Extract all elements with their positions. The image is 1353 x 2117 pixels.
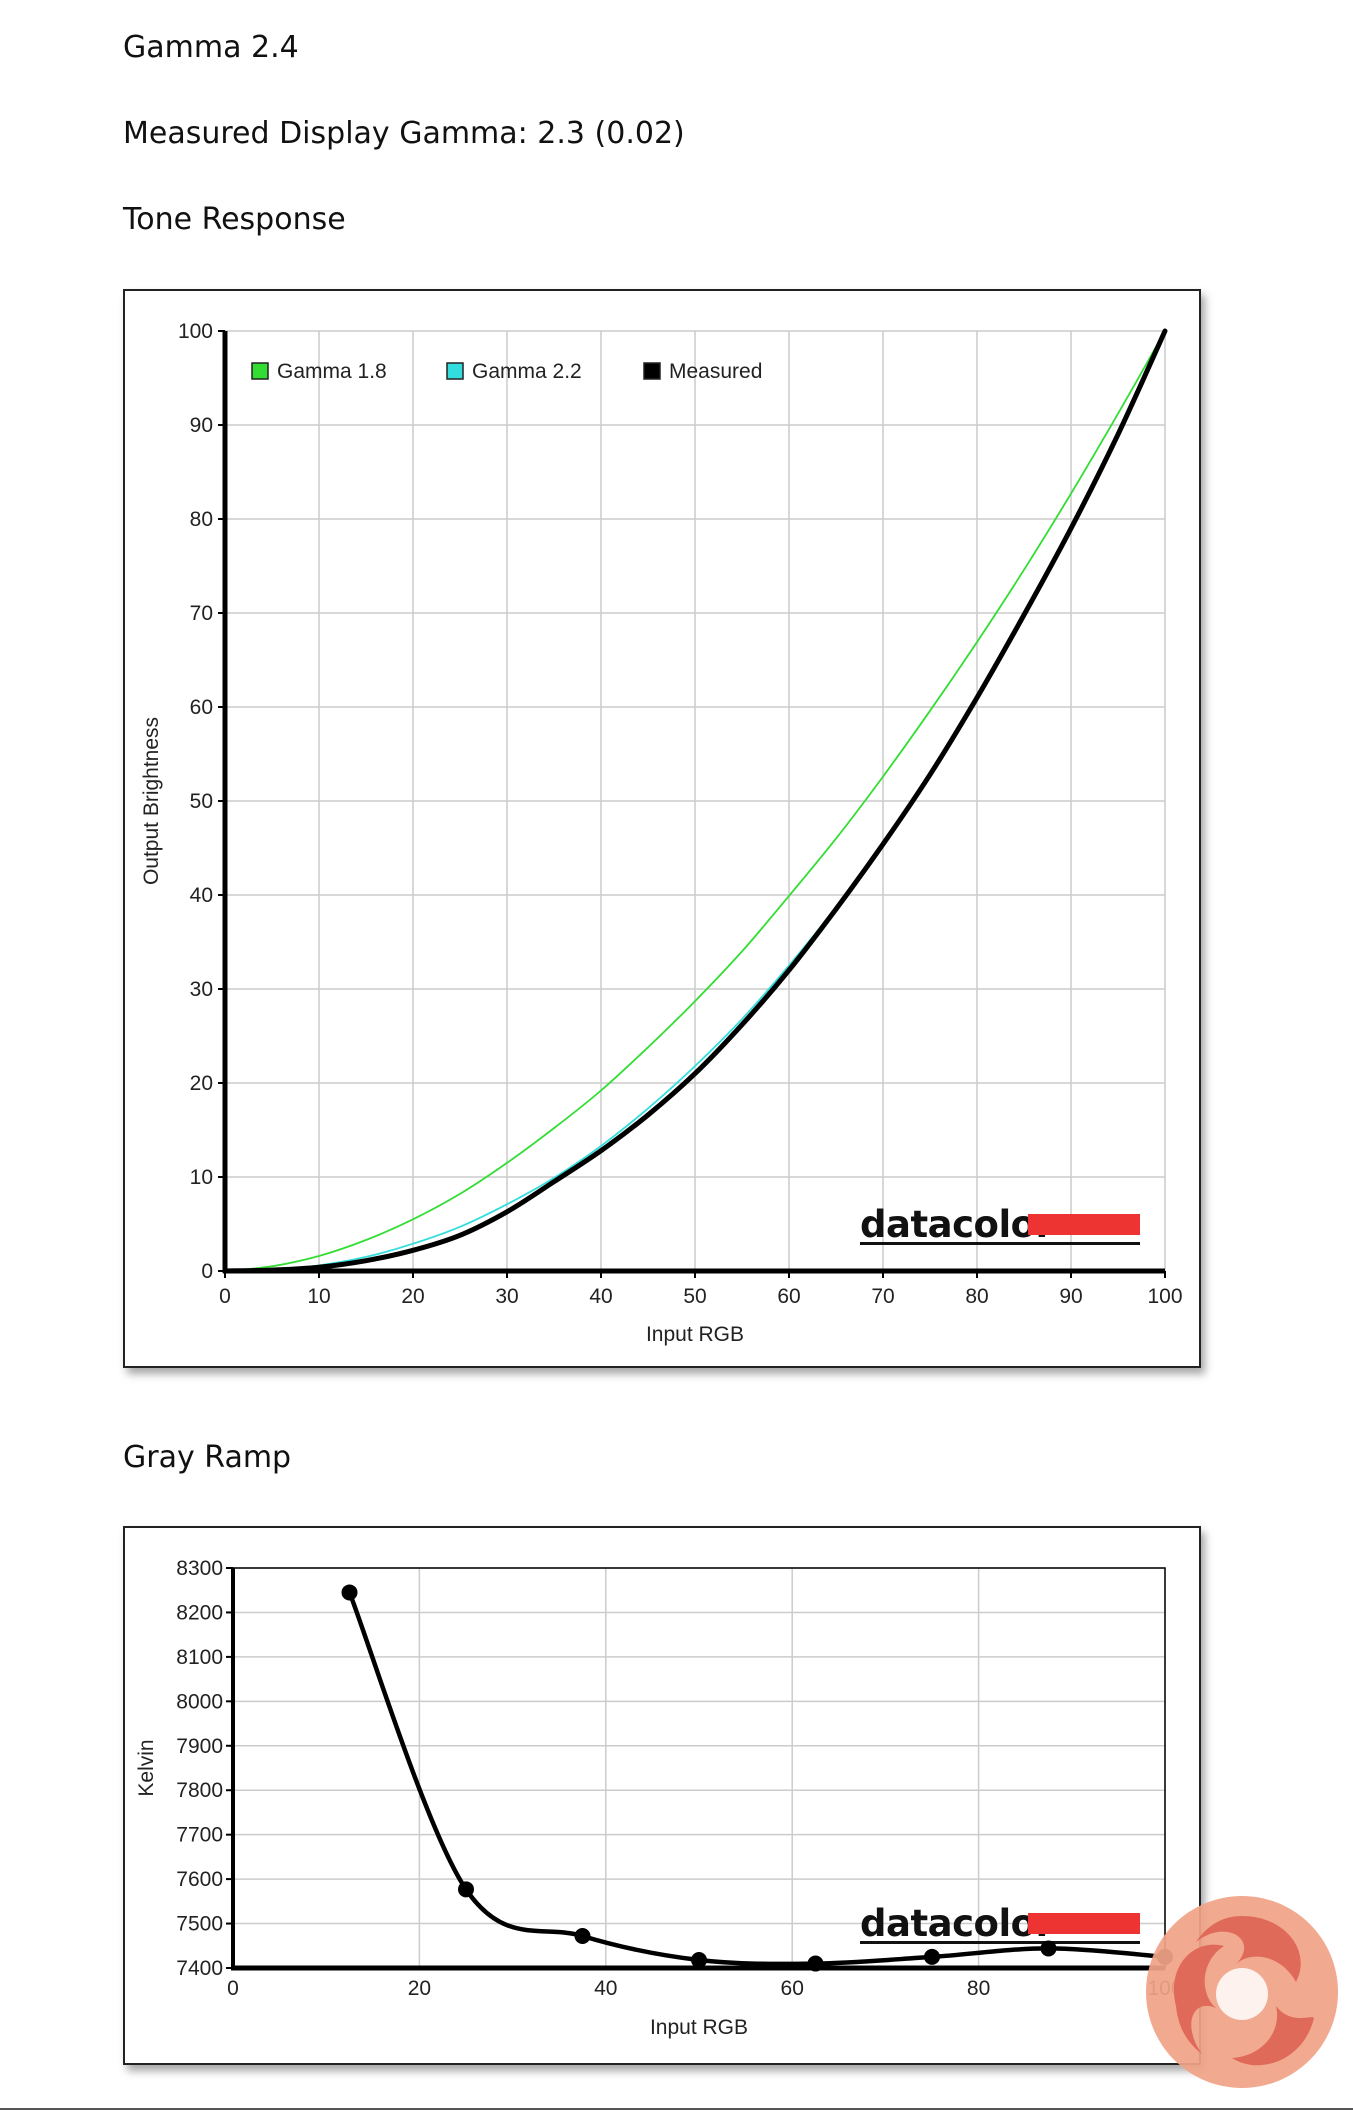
gray-ramp-heading: Gray Ramp [123, 1440, 292, 1475]
kelvin-data-point [807, 1955, 824, 1972]
x-tick-label: 60 [781, 1977, 804, 2000]
y-tick-label: 50 [190, 790, 213, 813]
x-tick-label: 20 [401, 1285, 424, 1308]
datacolor-logo: datacolor [860, 1902, 1140, 1945]
x-tick-label: 90 [1059, 1285, 1082, 1308]
kelvin-data-point [574, 1928, 591, 1944]
bottom-divider [0, 2108, 1353, 2110]
x-tick-label: 100 [1147, 1285, 1182, 1308]
y-tick-label: 7900 [176, 1735, 223, 1758]
y-tick-label: 8200 [176, 1601, 223, 1624]
tone-response-chart: 0 10 20 30 40 50 60 70 80 90 100 0 10 20 30 40 50 60 70 80 9… [123, 289, 1201, 1368]
y-tick-label: 60 [190, 696, 213, 719]
datacolor-red-bar [1028, 1214, 1140, 1235]
y-axis-title: Kelvin [135, 1739, 158, 1796]
legend-swatch [251, 362, 269, 380]
x-tick-label: 70 [871, 1285, 894, 1308]
y-tick-label: 7600 [176, 1868, 223, 1891]
logo-swirl-left [1173, 1944, 1224, 2054]
gridlines [225, 330, 1166, 1271]
y-tick-label: 8000 [176, 1690, 223, 1713]
x-axis-title: Input RGB [650, 2016, 748, 2039]
kelvin-data-point [924, 1948, 940, 1965]
datacolor-wordmark: datacolor [860, 1203, 1055, 1246]
x-tick-label: 30 [495, 1285, 518, 1308]
datacolor-underline [860, 1941, 1140, 1944]
y-axis-title: Output Brightness [140, 717, 163, 885]
kelvin-data-point [458, 1881, 474, 1898]
y-tick-label: 7800 [176, 1779, 223, 1802]
x-tick-label: 20 [408, 1977, 431, 2000]
y-tick-label: 8100 [176, 1646, 223, 1669]
kelvin-series-line [347, 1591, 1166, 1967]
y-tick-label: 20 [190, 1072, 213, 1095]
x-tick-label: 80 [967, 1977, 990, 2000]
x-tick-label: 10 [307, 1285, 330, 1308]
x-tick-label: 60 [777, 1285, 800, 1308]
legend-swatch [643, 362, 661, 380]
x-tick-label: 80 [965, 1285, 988, 1308]
legend-label: Gamma 1.8 [277, 360, 387, 383]
gray-ramp-plot: 0204060801007400750076007700780079008000… [135, 1557, 1183, 2039]
y-tick-label: 8300 [176, 1557, 223, 1580]
tone-response-plot: 0 10 20 30 40 50 60 70 80 90 100 0 10 20 30 40 50 60 70 80 9… [140, 320, 1183, 1346]
legend-swatch [446, 362, 464, 380]
profile-title: Gamma 2.4 [123, 30, 299, 65]
swirl-logo-icon [1146, 1896, 1338, 2088]
kelvin-data-point [341, 1584, 358, 1601]
kelvin-data-point [1040, 1940, 1057, 1957]
tone-response-heading: Tone Response [123, 202, 346, 237]
legend-label: Gamma 2.2 [472, 360, 582, 383]
gray-ramp-chart: 0204060801007400750076007700780079008000… [123, 1526, 1201, 2065]
y-tick-label: 10 [190, 1166, 213, 1189]
y-tick-label: 80 [190, 508, 213, 531]
datacolor-wordmark: datacolor [860, 1902, 1055, 1945]
x-axis-title: Input RGB [646, 1323, 744, 1346]
logo-center [1216, 1968, 1268, 2020]
x-tick-label: 50 [683, 1285, 706, 1308]
y-tick-label: 30 [190, 978, 213, 1001]
y-tick-label: 70 [190, 602, 213, 625]
datacolor-red-bar [1028, 1913, 1140, 1934]
datacolor-logo: datacolor [860, 1203, 1140, 1246]
datacolor-underline [860, 1242, 1140, 1245]
y-tick-label: 7500 [176, 1913, 223, 1936]
series-line-gamma-1-8 [224, 330, 1166, 1272]
measured-gamma-label: Measured Display Gamma: 2.3 (0.02) [123, 116, 685, 151]
x-tick-label: 40 [589, 1285, 612, 1308]
legend-label: Measured [669, 360, 762, 383]
y-tick-label: 90 [190, 414, 213, 437]
x-tick-label: 0 [219, 1285, 231, 1308]
y-tick-label: 7400 [176, 1957, 223, 1980]
kelvin-data-point [691, 1952, 707, 1968]
y-tick-label: 100 [178, 320, 213, 343]
series-line-measured [222, 328, 1168, 1274]
y-tick-label: 7700 [176, 1824, 223, 1847]
x-tick-label: 0 [227, 1977, 239, 2000]
y-tick-label: 40 [190, 884, 213, 907]
logo-swirl-right [1232, 2006, 1314, 2066]
logo-swirl-top [1196, 1916, 1301, 1982]
y-tick-label: 0 [201, 1260, 213, 1283]
x-tick-label: 40 [594, 1977, 617, 2000]
